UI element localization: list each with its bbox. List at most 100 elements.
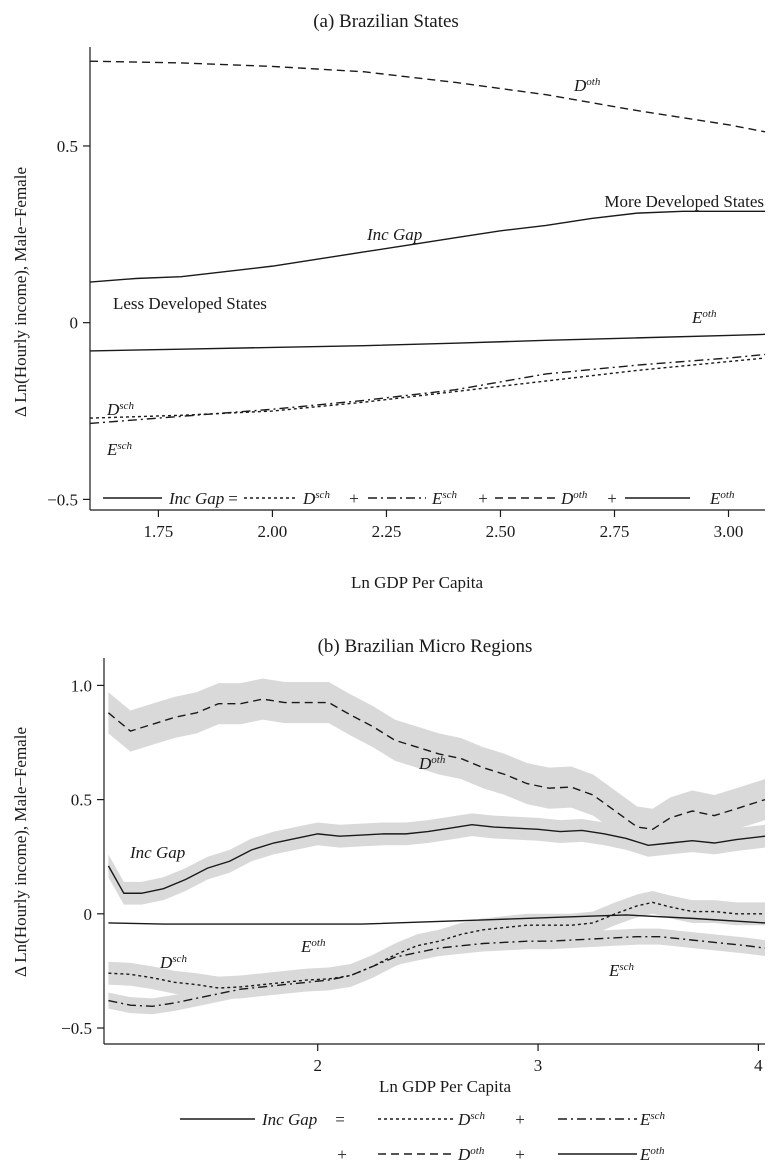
panel-a-y-axis-label: Δ Ln(Hourly income), Male−Female xyxy=(11,167,30,417)
legend-plus: + xyxy=(515,1110,525,1129)
legend-item-text: E xyxy=(639,1145,651,1164)
series-line xyxy=(89,210,765,283)
series-label-text: E xyxy=(300,937,312,956)
legend-plus: + xyxy=(349,489,359,508)
y-tick-label: 0 xyxy=(70,314,79,333)
series-label-d-oth: Doth xyxy=(573,76,601,95)
series-label-superscript: sch xyxy=(172,953,187,965)
series-label-text: E xyxy=(691,308,703,327)
series-line xyxy=(108,914,766,925)
legend-item-superscript: sch xyxy=(470,1110,485,1122)
legend-item: Doth xyxy=(457,1145,485,1164)
series-line xyxy=(108,935,766,1008)
legend-plus: + xyxy=(515,1145,525,1164)
legend-item: Inc Gap xyxy=(261,1110,317,1129)
y-tick-label: 0.5 xyxy=(71,791,92,810)
series-line xyxy=(108,901,765,989)
x-tick-label: 2.50 xyxy=(486,522,516,541)
series-label-e-oth: Eoth xyxy=(300,937,326,956)
legend-plus: + xyxy=(607,489,617,508)
panel-b-title: (b) Brazilian Micro Regions xyxy=(318,636,533,657)
x-tick-label: 3 xyxy=(534,1056,543,1075)
series-label-text: D xyxy=(573,76,587,95)
series-line xyxy=(89,353,766,425)
panel-a-x-axis-label: Ln GDP Per Capita xyxy=(351,573,484,592)
series-label-d-oth: Doth xyxy=(418,754,446,773)
series-label-e-oth: Eoth xyxy=(691,308,717,327)
series-label-d-sch: Dsch xyxy=(106,400,134,419)
x-tick-label: 2.00 xyxy=(258,522,288,541)
x-tick-label: 2.25 xyxy=(372,522,402,541)
series-label-e-sch: Esch xyxy=(106,440,133,459)
series-label-superscript: oth xyxy=(431,754,446,766)
legend-equals: = xyxy=(335,1110,345,1129)
legend-item-text: Inc Gap xyxy=(168,489,224,508)
series-label-superscript: oth xyxy=(586,76,601,88)
series-label-superscript: sch xyxy=(119,400,134,412)
panel-b-y-axis-label: Δ Ln(Hourly income), Male−Female xyxy=(11,727,30,977)
x-tick-label: 2.75 xyxy=(600,522,630,541)
legend-item-text: E xyxy=(709,489,721,508)
x-tick-label: 2 xyxy=(313,1056,322,1075)
legend-item: Inc Gap xyxy=(168,489,224,508)
legend-equals: = xyxy=(228,489,238,508)
legend-item-text: D xyxy=(457,1110,471,1129)
series-label-superscript: sch xyxy=(117,440,132,452)
panel-a-title: (a) Brazilian States xyxy=(313,11,459,32)
series-label-text: E xyxy=(106,440,118,459)
legend-item: Esch xyxy=(431,489,458,508)
confidence-band xyxy=(108,678,765,850)
series-label-superscript: oth xyxy=(311,937,326,949)
legend-item-text: D xyxy=(560,489,574,508)
legend-plus: + xyxy=(337,1145,347,1164)
series-label-text: E xyxy=(608,961,620,980)
series-line xyxy=(89,333,766,352)
y-tick-label: 1.0 xyxy=(71,676,92,695)
x-tick-label: 4 xyxy=(754,1056,763,1075)
legend-item-text: E xyxy=(431,489,443,508)
legend-item: Dsch xyxy=(302,489,330,508)
series-label-inc-gap: Inc Gap xyxy=(366,225,422,244)
legend-item: Dsch xyxy=(457,1110,485,1129)
confidence-band xyxy=(108,813,765,905)
series-line xyxy=(89,60,766,133)
series-line xyxy=(107,698,766,831)
series-label-superscript: oth xyxy=(702,308,717,320)
series-label-text: D xyxy=(106,400,120,419)
legend-item-superscript: oth xyxy=(650,1145,665,1157)
legend-item-superscript: sch xyxy=(315,489,330,501)
legend-item-text: D xyxy=(457,1145,471,1164)
legend-item: Esch xyxy=(639,1110,666,1129)
series-label-text: D xyxy=(418,754,432,773)
legend-item-superscript: sch xyxy=(650,1110,665,1122)
series-line xyxy=(107,824,766,894)
y-tick-label: 0 xyxy=(84,905,93,924)
annotation-less-developed: Less Developed States xyxy=(113,294,267,313)
y-tick-label: −0.5 xyxy=(61,1019,92,1038)
series-label-text: D xyxy=(159,953,173,972)
legend-item-text: Inc Gap xyxy=(261,1110,317,1129)
legend-item-text: D xyxy=(302,489,316,508)
legend-item-superscript: sch xyxy=(442,489,457,501)
legend-item-superscript: oth xyxy=(573,489,588,501)
series-label-inc-gap: Inc Gap xyxy=(129,843,185,862)
x-tick-label: 1.75 xyxy=(144,522,174,541)
annotation-more-developed: More Developed States xyxy=(604,192,764,211)
series-label-d-sch: Dsch xyxy=(159,953,187,972)
legend-item-text: E xyxy=(639,1110,651,1129)
series-line xyxy=(89,357,766,419)
legend-item: Eoth xyxy=(639,1145,665,1164)
legend-item: Doth xyxy=(560,489,588,508)
legend-item-superscript: oth xyxy=(470,1145,485,1157)
x-tick-label: 3.00 xyxy=(714,522,744,541)
legend-plus: + xyxy=(478,489,488,508)
series-label-e-sch: Esch xyxy=(608,961,635,980)
series-label-superscript: sch xyxy=(619,961,634,973)
legend-item-superscript: oth xyxy=(720,489,735,501)
y-tick-label: 0.5 xyxy=(57,137,78,156)
series-label-text: Inc Gap xyxy=(366,225,422,244)
series-label-text: Inc Gap xyxy=(129,843,185,862)
legend-item: Eoth xyxy=(709,489,735,508)
